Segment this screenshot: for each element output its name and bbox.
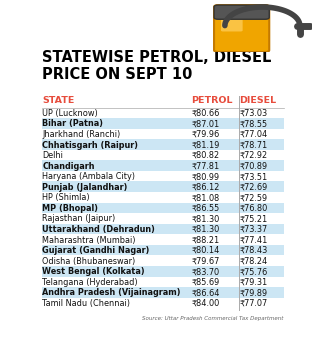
Text: ₹86.64: ₹86.64: [191, 289, 220, 298]
Text: ₹70.89: ₹70.89: [239, 161, 267, 171]
Text: ₹78.43: ₹78.43: [239, 246, 268, 255]
Text: ₹80.14: ₹80.14: [191, 246, 220, 255]
Text: Jharkhand (Ranchi): Jharkhand (Ranchi): [42, 130, 121, 139]
Text: ₹86.55: ₹86.55: [191, 204, 219, 213]
FancyBboxPatch shape: [42, 266, 284, 277]
Text: ₹77.81: ₹77.81: [191, 161, 219, 171]
Text: DIESEL: DIESEL: [239, 96, 276, 105]
Text: ₹81.30: ₹81.30: [191, 225, 219, 234]
Text: Telangana (Hyderabad): Telangana (Hyderabad): [42, 278, 138, 287]
Text: HP (Shimla): HP (Shimla): [42, 193, 90, 202]
Text: ₹87.01: ₹87.01: [191, 119, 219, 129]
Text: Chhatisgarh (Raipur): Chhatisgarh (Raipur): [42, 140, 138, 150]
FancyBboxPatch shape: [42, 224, 284, 234]
Text: ₹78.24: ₹78.24: [239, 257, 268, 266]
FancyBboxPatch shape: [42, 118, 284, 129]
Text: West Bengal (Kolkata): West Bengal (Kolkata): [42, 267, 145, 276]
Text: Delhi: Delhi: [42, 151, 63, 160]
Text: ₹85.69: ₹85.69: [191, 278, 219, 287]
Text: ₹72.59: ₹72.59: [239, 193, 267, 202]
Text: ₹73.37: ₹73.37: [239, 225, 267, 234]
Text: ₹80.66: ₹80.66: [191, 109, 220, 118]
FancyBboxPatch shape: [42, 287, 284, 298]
Text: UP (Lucknow): UP (Lucknow): [42, 109, 98, 118]
Text: Maharashtra (Mumbai): Maharashtra (Mumbai): [42, 236, 136, 245]
Text: Chandigarh: Chandigarh: [42, 161, 95, 171]
FancyBboxPatch shape: [214, 5, 269, 19]
Text: ₹79.89: ₹79.89: [239, 289, 267, 298]
Text: STATE: STATE: [42, 96, 75, 105]
FancyBboxPatch shape: [42, 245, 284, 256]
Text: ₹77.04: ₹77.04: [239, 130, 268, 139]
Text: ₹72.69: ₹72.69: [239, 183, 268, 192]
Text: ₹81.19: ₹81.19: [191, 140, 220, 150]
FancyBboxPatch shape: [42, 139, 284, 150]
Text: ₹79.96: ₹79.96: [191, 130, 219, 139]
Text: PETROL: PETROL: [191, 96, 233, 105]
Text: ₹81.08: ₹81.08: [191, 193, 219, 202]
Text: ₹88.21: ₹88.21: [191, 236, 219, 245]
Text: Bihar (Patna): Bihar (Patna): [42, 119, 103, 129]
Text: ₹86.12: ₹86.12: [191, 183, 220, 192]
FancyBboxPatch shape: [42, 181, 284, 192]
Text: Source: Uttar Pradesh Commercial Tax Department: Source: Uttar Pradesh Commercial Tax Dep…: [142, 316, 284, 321]
Text: Odisha (Bhubaneswar): Odisha (Bhubaneswar): [42, 257, 135, 266]
FancyBboxPatch shape: [214, 5, 269, 52]
Text: Gujarat (Gandhi Nagar): Gujarat (Gandhi Nagar): [42, 246, 149, 255]
Text: Rajasthan (Jaipur): Rajasthan (Jaipur): [42, 214, 115, 223]
Text: MP (Bhopal): MP (Bhopal): [42, 204, 98, 213]
FancyBboxPatch shape: [42, 203, 284, 213]
Text: ₹84.00: ₹84.00: [191, 299, 219, 308]
Text: ₹77.41: ₹77.41: [239, 236, 268, 245]
Text: ₹80.82: ₹80.82: [191, 151, 219, 160]
Text: Andhra Pradesh (Vijainagram): Andhra Pradesh (Vijainagram): [42, 289, 181, 298]
Text: ₹73.03: ₹73.03: [239, 109, 267, 118]
Text: ₹77.07: ₹77.07: [239, 299, 267, 308]
Text: Uttarakhand (Dehradun): Uttarakhand (Dehradun): [42, 225, 155, 234]
Text: ₹78.71: ₹78.71: [239, 140, 268, 150]
Text: STATEWISE PETROL, DIESEL
PRICE ON SEPT 10: STATEWISE PETROL, DIESEL PRICE ON SEPT 1…: [42, 50, 272, 82]
Text: ₹79.67: ₹79.67: [191, 257, 219, 266]
Text: ₹75.76: ₹75.76: [239, 267, 268, 276]
Text: ₹79.31: ₹79.31: [239, 278, 268, 287]
Text: ₹80.99: ₹80.99: [191, 172, 219, 181]
Text: Haryana (Ambala City): Haryana (Ambala City): [42, 172, 135, 181]
Text: ₹76.80: ₹76.80: [239, 204, 268, 213]
FancyBboxPatch shape: [42, 160, 284, 171]
Text: ₹83.70: ₹83.70: [191, 267, 219, 276]
Text: ₹75.21: ₹75.21: [239, 214, 268, 223]
FancyBboxPatch shape: [221, 10, 243, 31]
Text: ₹81.30: ₹81.30: [191, 214, 219, 223]
Text: ₹72.92: ₹72.92: [239, 151, 267, 160]
Text: ₹73.51: ₹73.51: [239, 172, 268, 181]
Text: Punjab (Jalandhar): Punjab (Jalandhar): [42, 183, 128, 192]
Text: Tamil Nadu (Chennai): Tamil Nadu (Chennai): [42, 299, 130, 308]
Text: ₹78.55: ₹78.55: [239, 119, 267, 129]
